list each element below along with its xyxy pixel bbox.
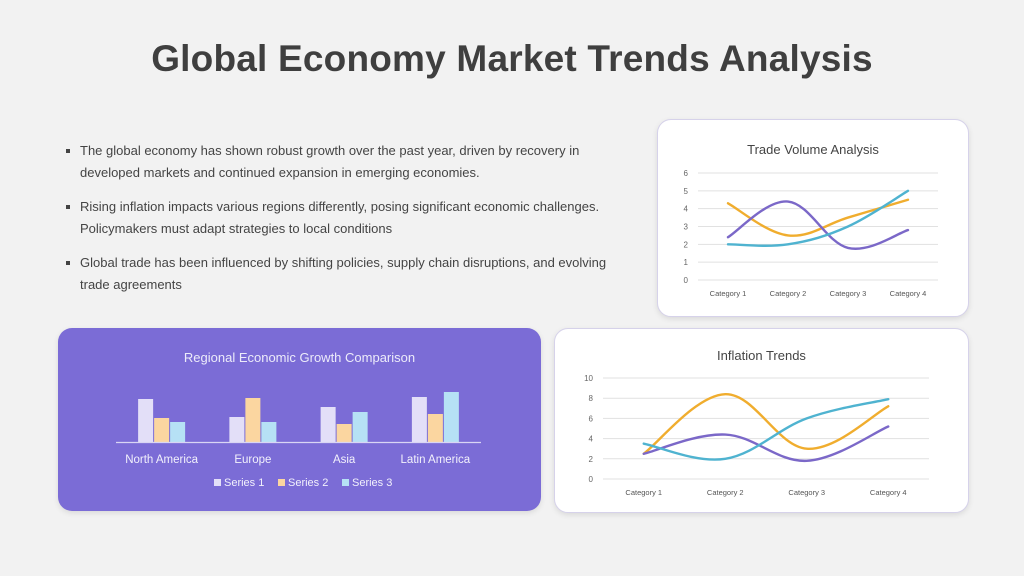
bar-1 [138, 399, 154, 442]
regional-growth-card: Regional Economic Growth Comparison North… [58, 328, 541, 511]
bar-2 [154, 418, 170, 442]
series-line-1 [642, 392, 890, 455]
inflation-trends-card: Inflation Trends 0 2 4 6 8 10 Category 1 Categor… [554, 328, 969, 513]
bullet-item: The global economy has shown robust grow… [64, 140, 634, 184]
x-tick-label: Category 2 [707, 488, 744, 497]
inflation-trends-chart: Inflation Trends 0 2 4 6 8 10 Category 1 Categor… [584, 348, 929, 497]
y-tick-label: 2 [684, 240, 689, 249]
bullet-item: Global trade has been influenced by shif… [64, 252, 634, 296]
regional-growth-chart: Regional Economic Growth Comparison North… [116, 350, 481, 489]
bar-1 [229, 417, 245, 442]
x-tick-label: Category 1 [710, 289, 747, 298]
y-tick-label: 0 [684, 276, 689, 285]
series-line-2 [642, 425, 890, 463]
chart-title: Trade Volume Analysis [747, 142, 879, 157]
legend-swatch [342, 479, 349, 486]
bullet-item: Rising inflation impacts various regions… [64, 196, 634, 240]
trade-volume-card: Trade Volume Analysis 0 1 2 3 4 5 6 Category 1 Ca… [657, 119, 969, 317]
x-tick-label: Latin America [401, 454, 471, 466]
x-tick-label: Asia [333, 454, 356, 466]
bar-3 [261, 422, 277, 442]
legend-label: Series 3 [352, 477, 392, 489]
y-tick-label: 6 [684, 169, 689, 178]
y-tick-label: 10 [584, 374, 593, 383]
x-tick-label: Category 3 [788, 488, 825, 497]
chart-title: Regional Economic Growth Comparison [184, 350, 415, 365]
series-line-2 [726, 200, 910, 250]
page-title: Global Economy Market Trends Analysis [151, 38, 873, 79]
y-tick-label: 2 [589, 455, 594, 464]
y-tick-label: 8 [589, 394, 594, 403]
chart-title: Inflation Trends [717, 348, 806, 363]
bar-3 [170, 422, 186, 442]
x-tick-label: Category 4 [890, 289, 927, 298]
x-tick-label: Europe [234, 454, 271, 466]
x-tick-label: Category 3 [830, 289, 867, 298]
legend-swatch [278, 479, 285, 486]
trade-volume-chart: Trade Volume Analysis 0 1 2 3 4 5 6 Category 1 Ca… [684, 142, 938, 298]
bar-3 [352, 412, 368, 442]
x-tick-label: Category 4 [870, 488, 907, 497]
series-line-1 [726, 198, 910, 237]
y-tick-label: 1 [684, 258, 689, 267]
legend-swatch [214, 479, 221, 486]
legend-label: Series 2 [288, 477, 328, 489]
y-tick-label: 0 [589, 475, 594, 484]
x-tick-label: North America [125, 454, 198, 466]
x-tick-label: Category 1 [625, 488, 662, 497]
legend-label: Series 1 [224, 477, 264, 489]
bar-1 [411, 397, 427, 442]
bar-2 [427, 414, 443, 442]
y-tick-label: 4 [684, 205, 689, 214]
bar-3 [443, 392, 459, 442]
bar-2 [245, 398, 261, 442]
series-line-3 [726, 189, 910, 247]
bar-1 [320, 407, 336, 442]
bullet-list: The global economy has shown robust grow… [64, 140, 634, 308]
y-tick-label: 3 [684, 223, 689, 232]
x-tick-label: Category 2 [770, 289, 807, 298]
y-tick-label: 5 [684, 187, 689, 196]
y-tick-label: 6 [589, 414, 594, 423]
bar-2 [336, 424, 352, 442]
series-line-3 [642, 398, 890, 461]
y-tick-label: 4 [589, 435, 594, 444]
